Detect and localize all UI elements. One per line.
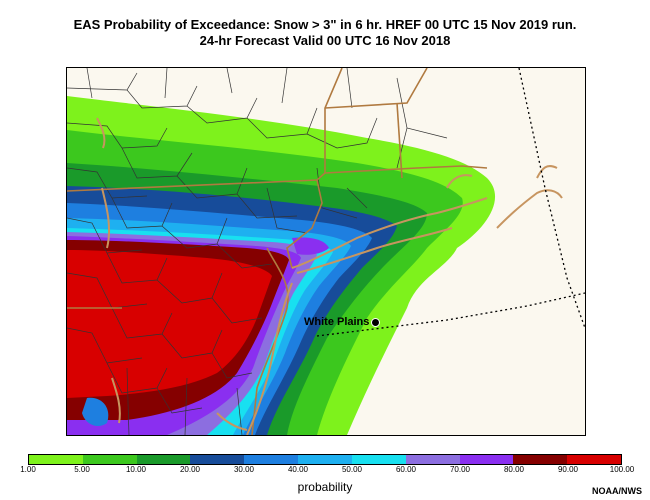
- blue-pocket: [82, 397, 109, 427]
- secondary-band-ct: [292, 237, 329, 255]
- dotted-boundaries: [316, 68, 585, 337]
- map-title: EAS Probability of Exceedance: Snow > 3"…: [73, 17, 577, 32]
- colorbar-tick-label: 30.00: [233, 465, 255, 474]
- county-lines: [67, 68, 448, 435]
- colorbar-tick-label: 1.00: [20, 465, 36, 474]
- colorbar-segment: [513, 455, 568, 464]
- colorbar-segment: [82, 455, 137, 464]
- colorbar-tick-label: 50.00: [341, 465, 363, 474]
- colorbar-tick-label: 20.00: [179, 465, 201, 474]
- colorbar-tick-label: 5.00: [74, 465, 90, 474]
- colorbar-segment: [459, 455, 514, 464]
- colorbar-title: probability: [297, 480, 353, 494]
- colorbar-segment: [29, 455, 83, 464]
- probability-map: White Plains: [66, 67, 586, 436]
- colorbar-segment: [567, 455, 621, 464]
- state-lines: [67, 68, 488, 435]
- location-dot-icon: [371, 317, 381, 327]
- map-canvas: [67, 68, 585, 435]
- colorbar-tick-label: 40.00: [287, 465, 309, 474]
- colorbar-tick-label: 60.00: [395, 465, 417, 474]
- colorbar-segment: [298, 455, 352, 464]
- map-subtitle: 24-hr Forecast Valid 00 UTC 16 Nov 2018: [199, 33, 451, 48]
- band-90-to-100: [67, 250, 272, 398]
- location-marker: White Plains: [304, 316, 381, 328]
- colorbar-tick-label: 90.00: [557, 465, 579, 474]
- colorbar-ticks: 1.00 5.00 10.00 20.00 30.00 40.00 50.00 60.00 70…: [20, 465, 634, 477]
- colorbar-segment: [351, 455, 406, 464]
- colorbar-tick-label: 70.00: [449, 465, 471, 474]
- colorbar-segment: [136, 455, 191, 464]
- colorbar: [28, 454, 622, 465]
- colorbar-segment: [244, 455, 299, 464]
- credit-label: NOAA/NWS: [592, 486, 642, 496]
- colorbar-tick-label: 10.00: [125, 465, 147, 474]
- coastlines: [96, 117, 563, 435]
- location-label: White Plains: [304, 316, 370, 328]
- colorbar-segment: [190, 455, 245, 464]
- colorbar-tick-label: 100.00: [609, 465, 635, 474]
- colorbar-segment: [405, 455, 460, 464]
- colorbar-tick-label: 80.00: [503, 465, 525, 474]
